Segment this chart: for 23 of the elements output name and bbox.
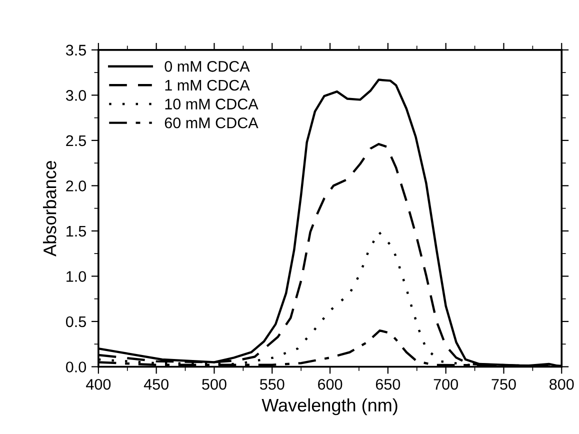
y-tick-label: 0.0 (66, 362, 86, 372)
x-tick-label: 450 (144, 378, 168, 390)
y-tick-label: 1.5 (66, 226, 86, 237)
y-tick-label: 3.5 (66, 44, 86, 56)
x-tick-label: 650 (376, 378, 400, 390)
legend-label: 10 mM CDCA (165, 98, 258, 110)
y-tick-label: 2.0 (66, 180, 86, 192)
legend-label: 1 mM CDCA (165, 80, 250, 91)
y-tick-label: 3.0 (66, 90, 86, 101)
legend-label: 0 mM CDCA (164, 61, 250, 72)
x-tick-label: 600 (318, 378, 342, 390)
x-tick-label: 550 (260, 378, 284, 390)
x-axis-title: Wavelength (nm) (262, 398, 398, 416)
x-tick-label: 700 (434, 378, 458, 390)
x-tick-label: 400 (86, 378, 111, 390)
y-axis-title: Absorbance (43, 160, 56, 256)
legend-label: 60 mM CDCA (164, 117, 258, 128)
y-tick-label: 1.0 (66, 271, 86, 282)
y-tick-label: 0.5 (66, 316, 86, 328)
x-tick-label: 800 (550, 378, 574, 390)
x-tick-label: 750 (492, 378, 516, 390)
x-tick-label: 500 (202, 378, 226, 390)
y-tick-label: 2.5 (66, 135, 86, 146)
